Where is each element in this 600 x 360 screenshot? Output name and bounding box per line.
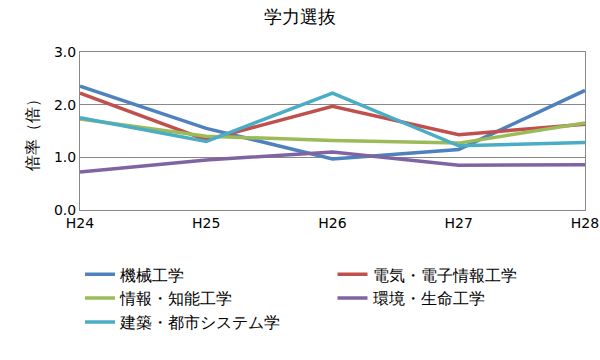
svg-text:H26: H26 bbox=[318, 215, 346, 231]
svg-text:H27: H27 bbox=[445, 215, 473, 231]
svg-text:情報・知能工学: 情報・知能工学 bbox=[119, 289, 232, 308]
svg-text:H25: H25 bbox=[192, 215, 220, 231]
svg-text:H24: H24 bbox=[66, 215, 94, 231]
svg-text:電気・電子情報工学: 電気・電子情報工学 bbox=[373, 266, 517, 285]
svg-text:学力選抜: 学力選抜 bbox=[264, 6, 336, 27]
svg-text:建築・都市システム学: 建築・都市システム学 bbox=[119, 313, 280, 332]
svg-text:環境・生命工学: 環境・生命工学 bbox=[373, 289, 485, 308]
svg-text:1.0: 1.0 bbox=[54, 149, 76, 165]
svg-text:2.0: 2.0 bbox=[54, 97, 76, 113]
svg-text:3.0: 3.0 bbox=[54, 44, 76, 60]
svg-text:倍率（倍）: 倍率（倍） bbox=[23, 91, 42, 171]
svg-text:機械工学: 機械工学 bbox=[120, 266, 184, 285]
svg-text:0.0: 0.0 bbox=[54, 202, 76, 218]
svg-text:H28: H28 bbox=[571, 215, 599, 231]
